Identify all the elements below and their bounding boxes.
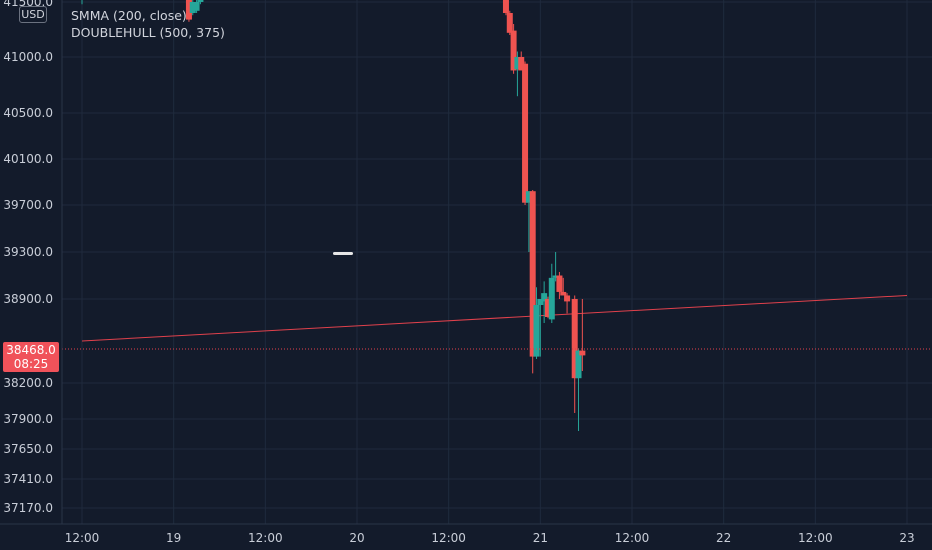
candles-layer xyxy=(81,0,586,431)
last-price-value: 38468.0 xyxy=(6,343,56,357)
time-tick-label: 12:00 xyxy=(615,531,650,545)
candle-body-up xyxy=(548,277,555,320)
last-price-tag: 38468.0 08:25 xyxy=(3,342,59,372)
price-tick-label: 39700.0 xyxy=(3,198,53,212)
price-tick-label: 37650.0 xyxy=(3,442,53,456)
time-tick-label: 12:00 xyxy=(248,531,283,545)
candle-body-down xyxy=(185,0,192,20)
time-tick-label: 19 xyxy=(166,531,181,545)
time-tick-label: 23 xyxy=(899,531,914,545)
price-tick-label: 38200.0 xyxy=(3,376,53,390)
candle-body-down xyxy=(518,57,525,71)
time-tick-label: 20 xyxy=(349,531,364,545)
candle-countdown: 08:25 xyxy=(13,357,49,371)
cursor-marker xyxy=(333,252,353,255)
currency-badge: USD xyxy=(19,6,47,23)
candle-body-down xyxy=(529,191,536,357)
candle-body-up xyxy=(514,57,521,70)
candle-body-down xyxy=(564,295,571,302)
price-tick-label: 40100.0 xyxy=(3,152,53,166)
candle-body-up xyxy=(575,350,582,379)
candle-body-down xyxy=(522,63,529,203)
price-tick-label: 37170.0 xyxy=(3,501,53,515)
price-tick-label: 41000.0 xyxy=(3,50,53,64)
price-tick-label: 41500.0 xyxy=(3,0,53,9)
price-tick-label: 38900.0 xyxy=(3,292,53,306)
candle-body-up xyxy=(189,2,196,13)
candle-body-up xyxy=(193,2,200,11)
candle-body-down xyxy=(506,13,513,33)
price-tick-label: 39300.0 xyxy=(3,245,53,259)
time-tick-label: 12:00 xyxy=(798,531,833,545)
price-axis[interactable] xyxy=(0,0,62,524)
candle-body-up xyxy=(552,275,559,278)
time-tick-label: 12:00 xyxy=(65,531,100,545)
price-tick-label: 37410.0 xyxy=(3,472,53,486)
candle-body-down xyxy=(571,299,578,379)
grid-lines xyxy=(62,0,932,524)
smma-line xyxy=(81,294,908,342)
candle-body-up xyxy=(537,299,544,305)
time-axis-labels: 12:00 19 12:00 20 12:00 21 12:00 22 12:00 23 xyxy=(65,531,915,545)
candle-body-down xyxy=(544,299,551,317)
time-axis[interactable] xyxy=(0,524,932,550)
candle-body-down xyxy=(556,275,563,292)
time-tick-label: 21 xyxy=(533,531,548,545)
candle-body-up xyxy=(541,293,548,302)
price-tick-label: 37900.0 xyxy=(3,412,53,426)
smma-line-layer xyxy=(81,294,908,342)
legend-doublehull[interactable]: DOUBLEHULL (500, 375) xyxy=(71,25,225,40)
candle-body-up xyxy=(533,305,540,357)
legend-smma[interactable]: SMMA (200, close) xyxy=(71,8,187,23)
price-tick-label: 40500.0 xyxy=(3,106,53,120)
price-axis-labels: 41500.0 41000.0 40500.0 40100.0 39700.0 39300… xyxy=(3,0,53,515)
candle-body-up xyxy=(197,0,204,2)
candle-body-up xyxy=(525,191,532,203)
candle-body-down xyxy=(502,0,509,13)
time-tick-label: 12:00 xyxy=(431,531,466,545)
candle-body-down xyxy=(560,291,567,296)
time-tick-label: 22 xyxy=(716,531,731,545)
candle-body-down xyxy=(579,350,586,356)
candle-body-down xyxy=(510,30,517,71)
